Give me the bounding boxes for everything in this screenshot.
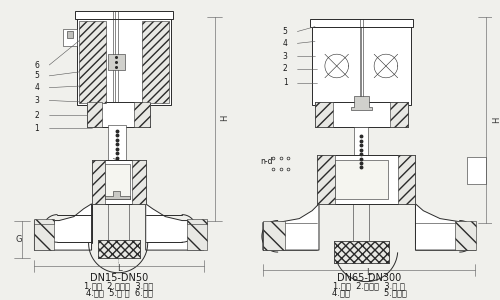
Text: 1: 1 <box>282 78 288 87</box>
Text: 4.阅盖             5.电磁铁: 4.阅盖 5.电磁铁 <box>332 288 406 297</box>
Bar <box>334 160 388 199</box>
Bar <box>334 241 389 263</box>
Text: 5: 5 <box>34 71 40 80</box>
Text: L: L <box>366 268 370 277</box>
Polygon shape <box>263 204 319 250</box>
Polygon shape <box>352 95 372 110</box>
Bar <box>92 160 146 204</box>
Polygon shape <box>34 204 92 250</box>
Text: 2: 2 <box>34 111 40 120</box>
Text: 4.阅盖  5.铁 芯  6.线圈: 4.阅盖 5.铁 芯 6.线圈 <box>86 288 152 297</box>
Bar <box>108 125 126 160</box>
Bar <box>86 102 150 127</box>
Bar <box>334 241 389 263</box>
Text: 5: 5 <box>282 27 288 36</box>
Bar <box>354 127 368 169</box>
Bar <box>79 21 106 104</box>
Bar <box>34 220 54 250</box>
Text: 1: 1 <box>34 124 40 133</box>
Bar <box>310 19 412 27</box>
Bar <box>92 160 106 204</box>
Bar <box>317 154 416 204</box>
Text: 2: 2 <box>282 64 288 74</box>
Bar <box>34 219 54 224</box>
Bar <box>98 240 140 258</box>
Bar <box>142 21 170 104</box>
Text: 1.阅体  2.阅塞组  3.弹簧: 1.阅体 2.阅塞组 3.弹簧 <box>84 281 154 290</box>
Text: 3: 3 <box>282 52 288 61</box>
Text: 6: 6 <box>34 61 40 70</box>
Bar <box>98 240 140 258</box>
Bar <box>67 31 73 38</box>
Bar <box>187 220 206 250</box>
Bar <box>315 102 408 127</box>
Bar <box>317 154 334 204</box>
Polygon shape <box>146 204 204 250</box>
Bar <box>106 164 130 199</box>
Text: DN65-DN300: DN65-DN300 <box>337 273 402 283</box>
Text: H: H <box>220 115 230 122</box>
Bar <box>455 220 476 250</box>
Bar <box>390 102 407 127</box>
Bar <box>63 28 77 46</box>
Polygon shape <box>106 191 130 199</box>
Bar <box>466 157 486 184</box>
Text: 3: 3 <box>34 96 40 105</box>
Bar <box>75 11 174 19</box>
Text: G: G <box>16 235 22 244</box>
Bar <box>398 154 415 204</box>
Bar <box>263 220 284 250</box>
Text: H: H <box>492 117 500 123</box>
Bar <box>315 102 333 127</box>
Text: L: L <box>117 264 121 273</box>
Bar <box>108 54 125 70</box>
Bar <box>86 102 102 127</box>
Bar <box>134 102 150 127</box>
Bar <box>187 219 206 224</box>
Bar <box>312 27 410 105</box>
Text: 4: 4 <box>34 83 40 92</box>
Bar <box>77 19 172 105</box>
Text: 1.阅体  2.阅塞组  3.弹 簧: 1.阅体 2.阅塞组 3.弹 簧 <box>333 281 405 290</box>
Text: DN15-DN50: DN15-DN50 <box>90 273 148 283</box>
Polygon shape <box>416 204 474 250</box>
Text: 4: 4 <box>282 39 288 48</box>
Bar <box>132 160 145 204</box>
Text: n-d: n-d <box>260 158 272 166</box>
